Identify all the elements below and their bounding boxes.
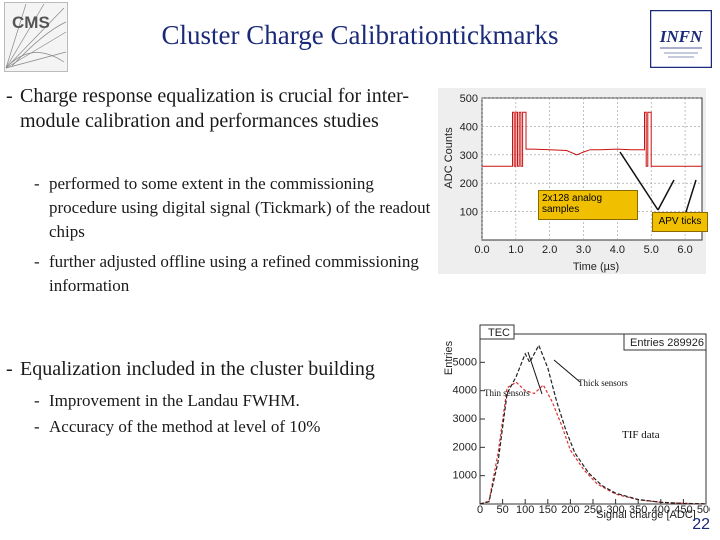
annotation-thick: Thick sensors <box>578 378 628 388</box>
x-tick-label: 150 <box>539 504 557 516</box>
x-tick-label: 0.0 <box>474 244 489 256</box>
stats-box <box>623 333 707 351</box>
arrow-thick <box>553 359 581 383</box>
x-axis-label: Time (µs) <box>573 261 619 273</box>
thick-sensors-line <box>479 343 707 505</box>
y-tick-label: 500 <box>460 93 478 105</box>
x-tick-label: 0 <box>477 504 483 516</box>
x-tick-label: 1.0 <box>508 244 523 256</box>
bullet-1-text: Charge response equalization is crucial … <box>20 85 410 132</box>
y-axis-label: Entries <box>443 340 455 375</box>
annotation-box-apv-ticks: APV ticks <box>652 212 708 232</box>
sub-bullet-2-1-text: Improvement in the Landau FWHM. <box>49 391 300 410</box>
bullet-1: - Charge response equalization is crucia… <box>6 84 426 134</box>
x-tick-label: 5.0 <box>644 244 659 256</box>
y-tick-label: 2000 <box>453 441 477 453</box>
x-tick-label: 500 <box>697 504 710 516</box>
sub-bullet-1-2: - further adjusted offline using a refin… <box>34 250 434 298</box>
y-tick-label: 200 <box>460 178 478 190</box>
bullet-dash: - <box>6 358 13 380</box>
y-tick-label: 5000 <box>453 356 477 368</box>
annotation-tif: TIF data <box>622 429 660 441</box>
page-number: 22 <box>692 516 710 533</box>
x-tick-label: 200 <box>561 504 579 516</box>
sub-bullet-1-2-text: further adjusted offline using a refined… <box>49 252 419 295</box>
annotation-samples-text: 2x128 analog samples <box>542 193 603 215</box>
annotation-apv-ticks-text: APV ticks <box>658 216 702 227</box>
page-title: Cluster Charge Calibrationtickmarks <box>161 20 559 50</box>
x-tick-label: 250 <box>584 504 602 516</box>
x-tick-label: 400 <box>652 504 670 516</box>
stats-text: Entries 289926 <box>630 337 704 349</box>
signal-charge-chart: 1000 2000 3000 4000 5000 0 50 100 150 200 250 300 3… <box>440 322 715 522</box>
x-tick-label: 450 <box>674 504 692 516</box>
y-axis-label: ADC Counts <box>443 127 455 189</box>
bullet-dash: - <box>34 391 40 410</box>
bullet-dash: - <box>34 252 40 271</box>
x-tick-label: 350 <box>629 504 647 516</box>
annotation-thin: Thin sensors <box>484 388 530 398</box>
y-tick-label: 1000 <box>453 470 477 482</box>
y-tick-label: 100 <box>460 207 478 219</box>
x-tick-label: 100 <box>516 504 534 516</box>
sub-bullet-2-2-text: Accuracy of the method at level of 10% <box>49 417 321 436</box>
x-tick-label: 50 <box>496 504 508 516</box>
cms-logo-text: CMS <box>12 13 50 32</box>
annotation-box-samples: 2x128 analog samples <box>538 190 638 220</box>
sub-bullet-1-1: - performed to some extent in the commis… <box>34 172 434 244</box>
bullet-dash: - <box>34 417 40 436</box>
arrow-thin <box>527 351 543 395</box>
y-tick-label: 300 <box>460 150 478 162</box>
sub-bullet-1-1-text: performed to some extent in the commissi… <box>49 174 431 241</box>
y-tick-label: 4000 <box>453 385 477 397</box>
cms-logo: CMS <box>4 2 68 72</box>
sub-bullet-2-2: - Accuracy of the method at level of 10% <box>34 415 434 439</box>
x-tick-label: 6.0 <box>677 244 692 256</box>
series-line <box>482 111 702 167</box>
x-tick-label: 300 <box>606 504 624 516</box>
plot-area <box>479 333 707 505</box>
title-box <box>479 324 515 340</box>
x-tick-label: 4.0 <box>610 244 625 256</box>
bullet-2-text: Equalization included in the cluster bui… <box>20 358 375 380</box>
infn-logo: INFN <box>649 9 713 69</box>
x-axis-label: Signal charge [ADC] <box>596 509 696 521</box>
x-tick-label: 2.0 <box>542 244 557 256</box>
bullet-2: - Equalization included in the cluster b… <box>6 357 446 382</box>
bullet-dash: - <box>6 85 13 107</box>
infn-logo-text: INFN <box>659 27 703 46</box>
sub-bullet-2-1: - Improvement in the Landau FWHM. <box>34 389 434 413</box>
y-tick-label: 400 <box>460 121 478 133</box>
apv-annotation-arrows <box>619 151 697 213</box>
chart-title: TEC <box>488 327 510 339</box>
bullet-dash: - <box>34 174 40 193</box>
x-tick-label: 3.0 <box>576 244 591 256</box>
y-tick-label: 3000 <box>453 413 477 425</box>
